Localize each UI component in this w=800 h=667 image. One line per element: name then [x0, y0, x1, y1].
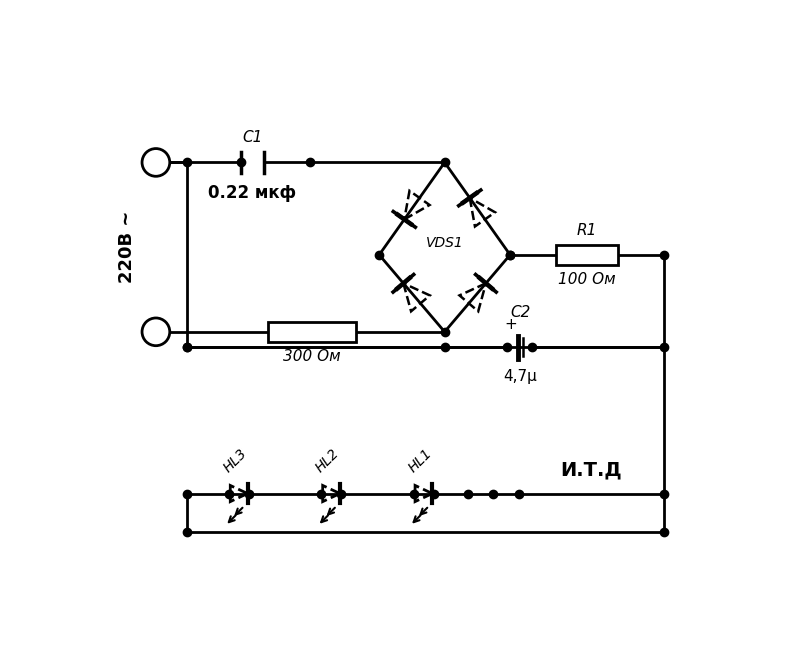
Text: +: +: [505, 317, 518, 331]
Text: HL3: HL3: [221, 446, 250, 475]
Text: 4,7μ: 4,7μ: [504, 369, 538, 384]
Text: HL2: HL2: [313, 446, 342, 475]
Text: И.Т.Д: И.Т.Д: [560, 461, 622, 480]
Text: HL1: HL1: [406, 446, 434, 475]
Text: R1: R1: [577, 223, 598, 238]
Text: 220В ~: 220В ~: [118, 211, 136, 283]
Text: 0.22 мкф: 0.22 мкф: [208, 184, 296, 202]
Text: C2: C2: [510, 305, 530, 320]
Text: C1: C1: [242, 131, 262, 145]
Text: 100 Ом: 100 Ом: [558, 271, 616, 287]
FancyBboxPatch shape: [556, 245, 618, 265]
Text: 300 Ом: 300 Ом: [283, 349, 341, 364]
Text: VDS1: VDS1: [426, 236, 463, 250]
FancyBboxPatch shape: [267, 321, 356, 342]
